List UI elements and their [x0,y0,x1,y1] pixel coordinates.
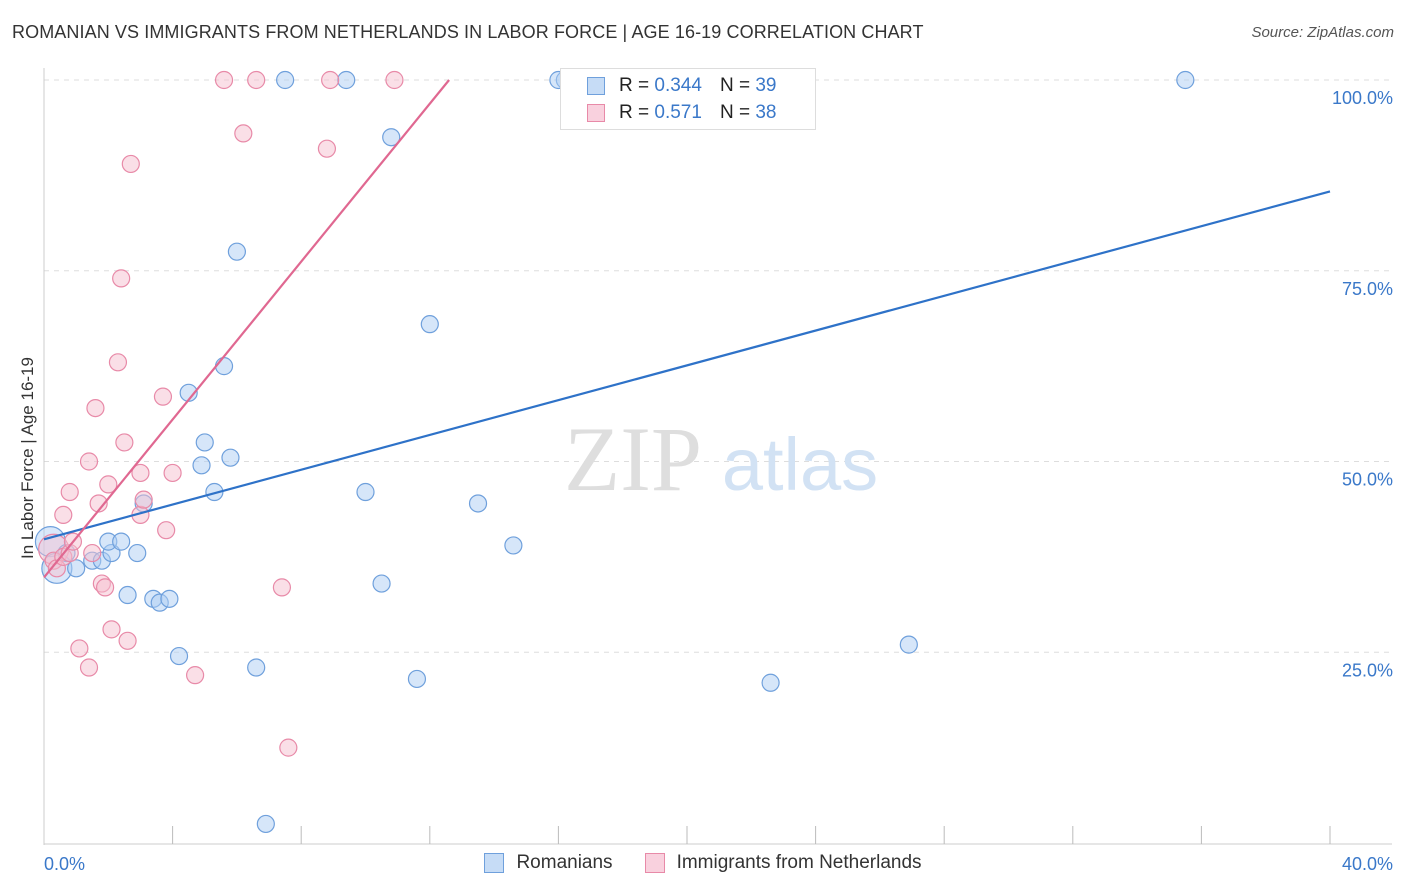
data-point-romanians [169,646,189,666]
trend-lines [43,79,1331,579]
data-point-romanians [372,574,391,593]
data-point-romanians [192,456,211,475]
watermark: ZIP atlas [564,408,878,510]
y-tick-label: 50.0% [1342,470,1393,490]
data-point-netherlands [157,521,176,540]
data-point-netherlands [214,70,234,90]
legend-item-netherlands[interactable]: Immigrants from Netherlands [644,852,922,874]
data-point-romanians [382,128,401,147]
data-point-romanians [504,536,523,555]
data-point-netherlands [121,154,140,174]
data-point-romanians [67,559,86,578]
data-point-netherlands [102,620,121,639]
legend-row-netherlands: R = 0.571 N = 38 [587,101,776,125]
data-point-netherlands [95,578,115,597]
data-point-netherlands [247,70,266,90]
data-point-romanians [468,494,488,513]
legend-r-value: 0.571 [654,102,702,123]
trend-line-romanians [43,190,1331,541]
legend-n-value: 38 [755,102,777,123]
legend-r-value: 0.344 [654,75,702,96]
data-point-netherlands [108,353,128,372]
legend-n-value: 39 [755,75,777,96]
data-point-romanians [195,433,214,452]
watermark-zip: ZIP [564,408,702,510]
data-point-netherlands [79,658,99,677]
data-point-romanians [256,814,275,834]
x-tick-label-max: 40.0% [1342,854,1393,874]
legend-row-romanians: R = 0.344 N = 39 [587,74,776,98]
data-point-romanians [118,585,137,605]
legend-label-netherlands: Immigrants from Netherlands [676,852,922,873]
watermark-atlas: atlas [722,423,878,506]
y-tick-label: 25.0% [1342,660,1393,680]
data-point-netherlands [83,543,102,563]
data-point-romanians [247,658,266,677]
data-point-romanians [356,482,375,502]
series-netherlands [38,70,404,757]
series-romanians [34,70,1195,834]
data-point-netherlands [321,70,340,90]
legend-n-label: N = [719,102,751,123]
data-point-netherlands [272,578,292,597]
legend-swatch-pink [587,104,605,122]
data-point-netherlands [186,666,205,685]
data-point-netherlands [131,463,150,483]
legend-swatch-pink [644,853,665,873]
data-point-romanians [761,673,780,692]
data-point-netherlands [99,475,118,494]
data-point-romanians [899,635,918,654]
y-tick-label: 100.0% [1332,88,1393,108]
trend-line-netherlands [43,79,450,579]
data-point-netherlands [134,490,153,509]
data-point-netherlands [279,738,298,757]
x-tick-label-min: 0.0% [44,854,85,874]
grid-layer: 25.0% 50.0% 75.0% 100.0% [44,79,1393,680]
legend-label-romanians: Romanians [516,852,613,873]
legend-swatch-blue [484,853,505,873]
data-point-romanians [337,70,356,90]
legend-n-label: N = [719,75,751,96]
data-point-romanians [276,70,295,90]
source-label: Source: ZipAtlas.com [1251,24,1394,41]
data-point-romanians [112,532,131,551]
data-point-netherlands [86,398,105,418]
y-tick-label: 75.0% [1342,279,1393,299]
axis-layer: 0.0% 40.0% [43,68,1393,874]
data-point-romanians [160,589,179,608]
data-point-romanians [420,315,439,334]
legend-r-label: R = [619,75,650,96]
data-point-netherlands [54,505,73,525]
data-point-netherlands [118,631,137,650]
data-point-netherlands [70,639,89,658]
data-point-romanians [221,448,240,467]
data-point-romanians [227,242,246,261]
data-point-netherlands [60,482,79,502]
data-point-netherlands [234,124,253,143]
data-point-romanians [407,669,427,689]
data-point-netherlands [153,387,173,406]
data-point-netherlands [385,70,404,90]
data-point-netherlands [163,463,182,483]
series-legend: Romanians Immigrants from Netherlands [0,852,1406,874]
data-point-romanians [1176,70,1195,90]
data-point-netherlands [79,452,99,471]
chart-title: ROMANIAN VS IMMIGRANTS FROM NETHERLANDS … [12,22,924,42]
data-point-netherlands [317,139,337,158]
data-point-romanians [128,543,147,563]
legend-r-label: R = [619,102,650,123]
data-point-romanians [214,357,234,376]
data-point-netherlands [115,433,134,452]
legend-swatch-blue [587,77,605,95]
correlation-legend: R = 0.344 N = 39 R = 0.571 N = 38 [560,68,816,130]
legend-item-romanians[interactable]: Romanians [484,852,613,874]
data-point-netherlands [112,269,131,288]
